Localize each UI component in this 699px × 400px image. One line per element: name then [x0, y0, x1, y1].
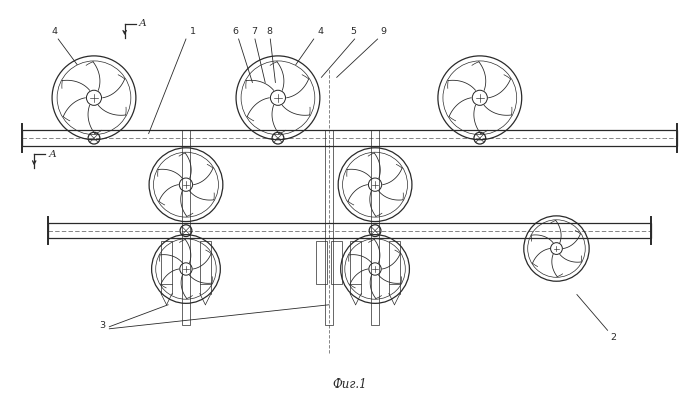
Text: 1: 1 [189, 28, 196, 36]
Text: 4: 4 [52, 28, 57, 36]
Text: 8: 8 [266, 28, 273, 36]
Text: 3: 3 [100, 321, 106, 330]
Text: А: А [48, 150, 57, 158]
Text: 2: 2 [610, 333, 616, 342]
Text: 4: 4 [317, 28, 324, 36]
Text: 9: 9 [380, 28, 386, 36]
Text: 5: 5 [350, 28, 356, 36]
Text: А: А [139, 19, 147, 28]
Text: 7: 7 [251, 28, 257, 36]
Text: 6: 6 [233, 28, 238, 36]
Text: Фиг.1: Фиг.1 [332, 378, 367, 392]
